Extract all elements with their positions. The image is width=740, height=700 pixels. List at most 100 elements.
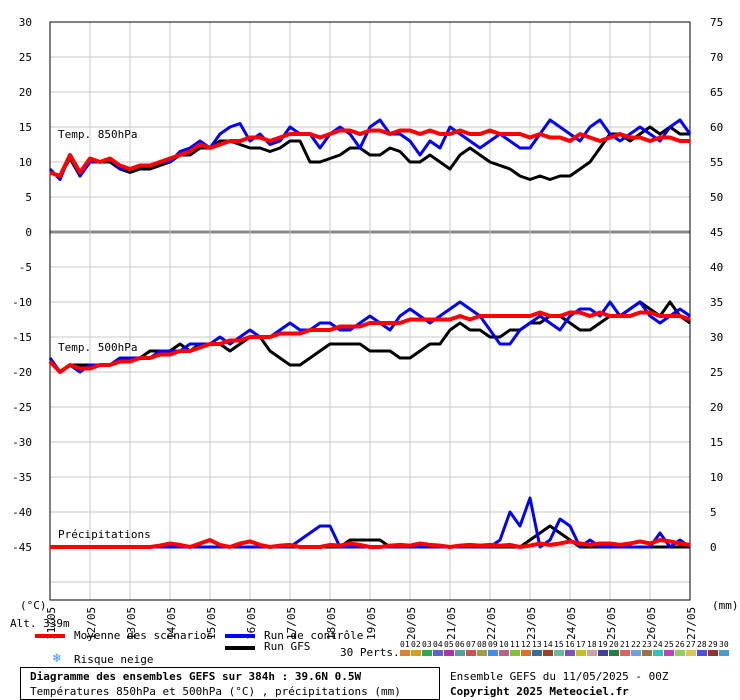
- footer-copyright: Copyright 2025 Meteociel.fr: [450, 685, 629, 698]
- legend-gfs: Run GFS: [264, 640, 311, 653]
- pert-swatch-30: [719, 650, 729, 656]
- y-tick-right: 75: [710, 16, 723, 29]
- pert-swatch-22: [631, 650, 641, 656]
- y-tick-left: 30: [19, 16, 32, 29]
- pert-id-04: 04: [433, 640, 443, 649]
- pert-id-18: 18: [587, 640, 597, 649]
- pert-id-16: 16: [565, 640, 575, 649]
- x-tick: 21/05: [445, 607, 458, 640]
- x-tick: 24/05: [565, 607, 578, 640]
- y-tick-right: 60: [710, 121, 723, 134]
- pert-id-02: 02: [411, 640, 421, 649]
- legend-swatch-control: [225, 634, 255, 638]
- pert-swatch-24: [653, 650, 663, 656]
- pert-swatch-16: [565, 650, 575, 656]
- pert-id-10: 10: [499, 640, 509, 649]
- pert-id-14: 14: [543, 640, 553, 649]
- y-tick-right: 5: [710, 506, 717, 519]
- pert-id-28: 28: [697, 640, 707, 649]
- x-axis-ticks: 11/05 12/05 13/05 14/05 15/05 16/05 17/05 18/05…: [45, 607, 698, 640]
- series-gfs-t500: [48, 300, 691, 374]
- series-gfs-t850: [49, 125, 690, 181]
- x-tick: 11/05: [45, 607, 58, 640]
- pert-swatch-25: [664, 650, 674, 656]
- y-tick-left: -30: [12, 436, 32, 449]
- label-t850: Temp. 850hPa: [58, 128, 137, 141]
- y-tick-right: 40: [710, 261, 723, 274]
- series-control-t500: [48, 300, 691, 374]
- x-tick: 18/05: [325, 607, 338, 640]
- pert-id-22: 22: [631, 640, 641, 649]
- pert-swatch-14: [543, 650, 553, 656]
- pert-swatch-17: [576, 650, 586, 656]
- legend-mean: Moyenne des scénarios: [74, 629, 214, 642]
- snowflake-icon: ❄: [53, 651, 61, 666]
- pert-id-23: 23: [642, 640, 652, 649]
- series-mean-t500: [48, 310, 691, 374]
- x-tick: 12/05: [85, 607, 98, 640]
- pert-id-12: 12: [521, 640, 531, 649]
- x-tick: 15/05: [205, 607, 218, 640]
- y-tick-right: 50: [710, 191, 723, 204]
- pert-swatch-15: [554, 650, 564, 656]
- series-mean-precip: [50, 538, 691, 549]
- pert-id-01: 01: [400, 640, 410, 649]
- pert-swatch-19: [598, 650, 608, 656]
- pert-swatch-23: [642, 650, 652, 656]
- pert-id-27: 27: [686, 640, 696, 649]
- y-tick-right: 35: [710, 296, 723, 309]
- y-tick-left: 10: [19, 156, 32, 169]
- legend-control: Run de contrôle: [264, 629, 364, 642]
- y-tick-left: 20: [19, 86, 32, 99]
- x-tick: 27/05: [685, 607, 698, 640]
- pert-swatch-13: [532, 650, 542, 656]
- y-tick-right: 55: [710, 156, 723, 169]
- legend-swatch-mean: [35, 634, 65, 638]
- y-tick-right: 0: [710, 541, 717, 554]
- legend-swatch-gfs: [225, 646, 255, 650]
- pert-swatch-08: [477, 650, 487, 656]
- y-tick-right: 45: [710, 226, 723, 239]
- x-tick: 17/05: [285, 607, 298, 640]
- pert-id-29: 29: [708, 640, 718, 649]
- y-tick-left: 5: [25, 191, 32, 204]
- pert-swatch-09: [488, 650, 498, 656]
- pert-id-15: 15: [554, 640, 564, 649]
- x-tick: 25/05: [605, 607, 618, 640]
- pert-swatch-27: [686, 650, 696, 656]
- pert-id-26: 26: [675, 640, 685, 649]
- y-tick-right: 70: [710, 51, 723, 64]
- pert-id-05: 05: [444, 640, 454, 649]
- pert-swatch-29: [708, 650, 718, 656]
- y-tick-left: 0: [25, 226, 32, 239]
- pert-swatch-20: [609, 650, 619, 656]
- unit-right: (mm): [712, 599, 739, 612]
- x-tick: 20/05: [405, 607, 418, 640]
- y-tick-left: -5: [19, 261, 32, 274]
- y-tick-left: -35: [12, 471, 32, 484]
- plot-frame: [49, 21, 691, 601]
- x-tick: 26/05: [645, 607, 658, 640]
- y-tick-left: -10: [12, 296, 32, 309]
- label-t500: Temp. 500hPa: [58, 341, 137, 354]
- y-tick-right: 65: [710, 86, 723, 99]
- pert-swatch-07: [466, 650, 476, 656]
- y-tick-left: -40: [12, 506, 32, 519]
- footer-run-info: Ensemble GEFS du 11/05/2025 - 00Z: [450, 670, 669, 683]
- grid: [49, 21, 691, 601]
- y-tick-left: -45: [12, 541, 32, 554]
- pert-id-21: 21: [620, 640, 630, 649]
- pert-swatch-04: [433, 650, 443, 656]
- pert-swatch-02: [411, 650, 421, 656]
- y-tick-left: -20: [12, 366, 32, 379]
- pert-id-25: 25: [664, 640, 674, 649]
- pert-id-09: 09: [488, 640, 498, 649]
- pert-swatch-21: [620, 650, 630, 656]
- x-tick: 23/05: [525, 607, 538, 640]
- pert-id-07: 07: [466, 640, 476, 649]
- y-tick-right: 10: [710, 471, 723, 484]
- unit-left: (°C): [20, 599, 47, 612]
- left-axis-ticks: 30 25 20 15 10 5 0 -5 -10 -15 -20 -25 -30 -35 -40 -45: [12, 16, 32, 554]
